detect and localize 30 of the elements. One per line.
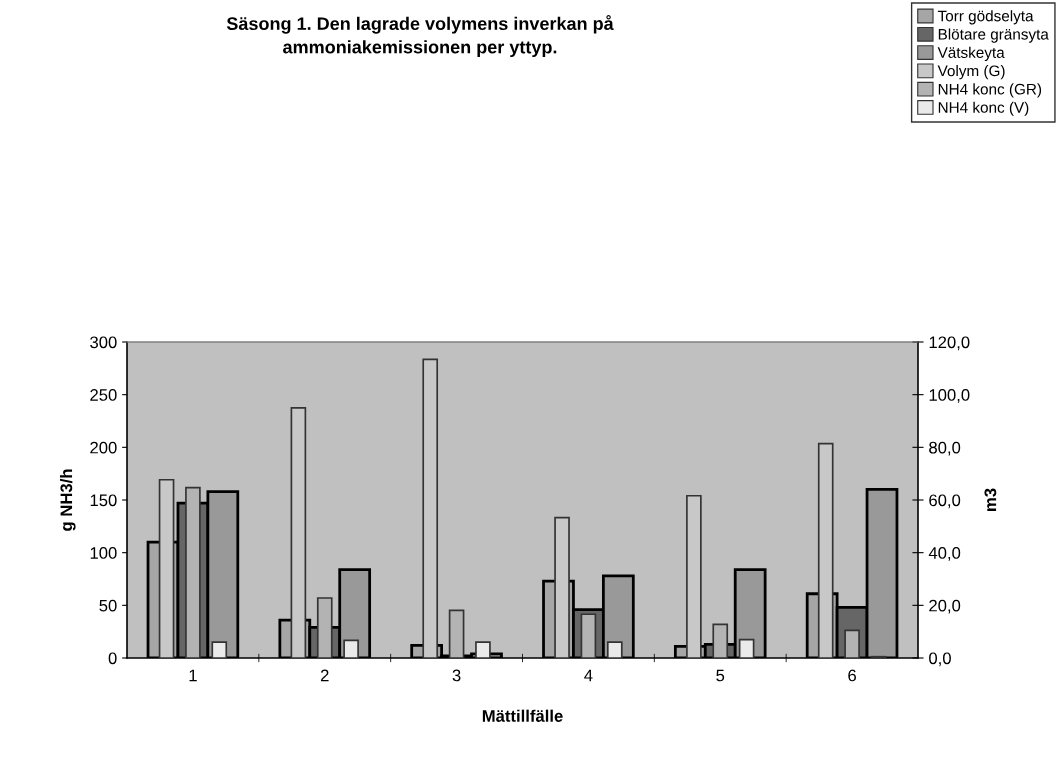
chart-title: Säsong 1. Den lagrade volymens inverkan på ammoniakemissionen per yttyp.: [226, 15, 614, 58]
legend-label: Torr gödselyta: [937, 10, 1034, 25]
y2-tick-label: 60,0: [929, 494, 961, 509]
x-tick-label: 4: [584, 669, 593, 682]
x-tick-label: 5: [716, 669, 725, 682]
x-tick-label: 2: [320, 669, 329, 682]
legend-label: Volym (G): [937, 65, 1005, 80]
y2-tick-label: 100,0: [929, 389, 970, 403]
x-tick-label: 1: [189, 669, 197, 682]
y-tick-label: 250: [90, 389, 117, 401]
y-tick-label: 100: [90, 547, 117, 559]
y-tick-label: 300: [90, 336, 117, 349]
x-tick-label: 3: [452, 669, 461, 682]
y-tick-label: 150: [90, 494, 117, 507]
x-tick-label: 6: [848, 669, 856, 682]
y-axis-title: g NH3/h: [59, 469, 76, 531]
legend-label: Vätskeyta: [937, 46, 1005, 61]
y2-axis-title: m3: [984, 488, 997, 511]
y-tick-label: 0: [108, 652, 117, 665]
y2-tick-label: 0,0: [929, 652, 951, 667]
x-axis-title: Mättillfälle: [482, 709, 563, 722]
y2-tick-label: 40,0: [928, 547, 961, 561]
y-tick-label: 50: [99, 599, 117, 612]
y2-tick-label: 80,0: [929, 441, 961, 456]
y2-tick-label: 120,0: [929, 336, 970, 351]
y2-tick-label: 20,0: [929, 599, 961, 614]
legend-label: Blötare gränsyta: [938, 28, 1049, 43]
y-tick-label: 200: [90, 441, 117, 454]
legend-label: NH4 konc (GR): [938, 83, 1042, 98]
legend-label: NH4 konc (V): [938, 101, 1029, 116]
